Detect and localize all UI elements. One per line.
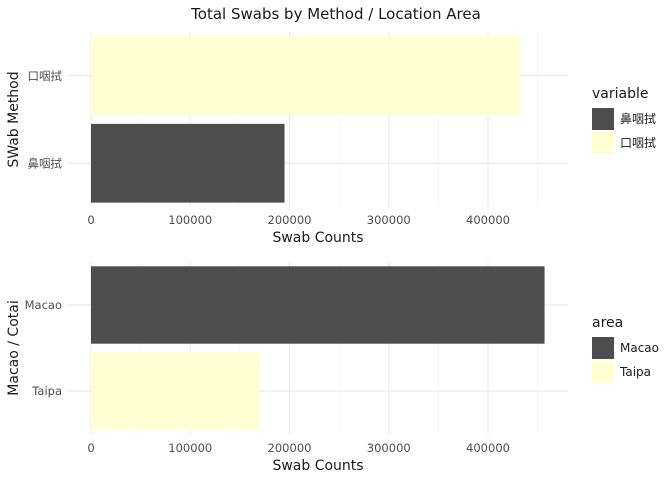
x-axis-title: Swab Counts <box>272 458 363 474</box>
bar-method-1 <box>91 123 285 203</box>
x-axis-title: Swab Counts <box>272 230 363 246</box>
y-tick-label: Macao <box>25 298 62 312</box>
y-tick-label: 鼻咽拭 <box>28 156 63 170</box>
legend-key <box>592 108 614 130</box>
legend-title: area <box>592 315 623 331</box>
legend-label: 鼻咽拭 <box>620 111 656 126</box>
x-tick-label: 100000 <box>168 441 212 455</box>
x-tick-label: 400000 <box>466 213 510 227</box>
legend-key <box>592 337 614 359</box>
panel-location-area: 0 100000 200000 300000 400000 Macao Taipa Swab … <box>6 262 659 474</box>
legend-title: variable <box>592 86 648 102</box>
x-tick-label: 300000 <box>367 441 411 455</box>
bar-method-0 <box>91 36 521 116</box>
x-tick-label: 300000 <box>367 213 411 227</box>
legend-label: Macao <box>620 341 659 355</box>
x-tick-label: 0 <box>87 441 94 455</box>
y-axis-title: SWab Method <box>6 71 22 167</box>
x-tick-label: 400000 <box>466 441 510 455</box>
y-tick-label: 口咽拭 <box>28 69 63 83</box>
x-tick-label: 0 <box>87 213 94 227</box>
y-tick-label: Taipa <box>31 384 62 398</box>
legend-key <box>592 132 614 154</box>
bar-area-1 <box>91 352 260 430</box>
legend-label: Taipa <box>619 365 651 379</box>
x-tick-label: 200000 <box>268 213 312 227</box>
legend-label: 口咽拭 <box>620 136 656 150</box>
x-tick-label: 200000 <box>268 441 312 455</box>
y-axis-title: Macao / Cotai <box>6 300 22 395</box>
legend-key <box>592 361 614 383</box>
bar-area-0 <box>91 266 545 344</box>
x-tick-label: 100000 <box>168 213 212 227</box>
chart-title: Total Swabs by Method / Location Area <box>190 5 481 23</box>
